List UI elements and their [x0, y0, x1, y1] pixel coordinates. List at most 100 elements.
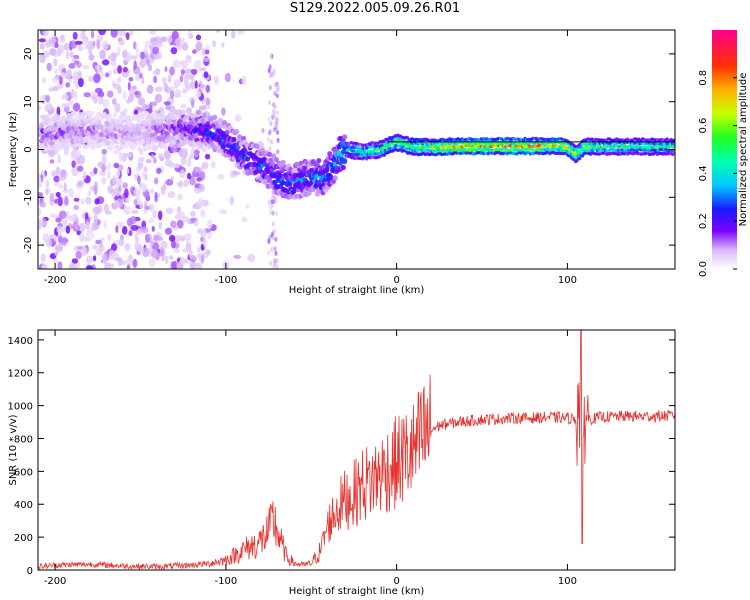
noise-speckle [73, 80, 77, 85]
noise-speckle [71, 214, 78, 219]
noise-speckle [67, 100, 74, 106]
x-tick-label: -100 [215, 576, 238, 587]
noise-speckle [268, 146, 272, 152]
noise-speckle [270, 246, 274, 252]
noise-speckle [202, 57, 211, 62]
y-tick-label: 20 [23, 48, 34, 61]
signal-ridge [191, 142, 197, 148]
noise-speckle [276, 137, 280, 143]
noise-speckle [179, 172, 185, 177]
noise-speckle [85, 220, 90, 231]
noise-speckle [153, 75, 158, 84]
signal-ridge [160, 109, 166, 115]
noise-speckle [165, 179, 174, 186]
noise-speckle [112, 175, 116, 185]
noise-speckle [85, 212, 89, 220]
noise-speckle [135, 53, 141, 58]
noise-speckle [201, 48, 207, 56]
signal-ridge [44, 146, 50, 152]
noise-speckle [77, 44, 83, 52]
noise-speckle [194, 220, 199, 227]
noise-speckle [110, 52, 118, 59]
noise-speckle [138, 97, 145, 106]
noise-speckle [112, 202, 119, 210]
noise-speckle [53, 214, 59, 219]
noise-speckle [182, 180, 190, 187]
noise-speckle [123, 210, 131, 215]
noise-speckle [219, 209, 228, 215]
noise-speckle [170, 220, 177, 228]
noise-speckle [54, 42, 59, 49]
noise-speckle [101, 156, 107, 166]
noise-speckle [137, 175, 141, 184]
noise-speckle [268, 129, 272, 135]
x-axis-label: Height of straight line (km) [289, 586, 425, 597]
signal-ridge [271, 153, 277, 159]
signal-ridge [144, 111, 150, 117]
noise-speckle [80, 246, 88, 256]
noise-speckle [90, 234, 94, 240]
noise-speckle [169, 66, 175, 76]
noise-speckle [98, 30, 106, 36]
noise-speckle [64, 197, 69, 207]
noise-speckle [88, 190, 92, 196]
signal-ridge [85, 110, 91, 117]
noise-speckle [181, 59, 189, 69]
signal-ridge [291, 167, 297, 174]
noise-speckle [125, 32, 130, 41]
noise-speckle [49, 192, 55, 202]
noise-speckle [267, 250, 271, 256]
noise-speckle [176, 219, 184, 229]
noise-speckle [196, 262, 203, 269]
noise-speckle [274, 250, 278, 256]
colorbar-tick-label: 0.4 [698, 165, 709, 181]
noise-speckle [61, 103, 70, 108]
noise-speckle [126, 264, 131, 269]
noise-speckle [69, 51, 74, 58]
noise-speckle [199, 229, 203, 236]
colorbar-tick-label: 0.8 [698, 70, 709, 86]
noise-speckle [271, 114, 275, 120]
noise-speckle [154, 52, 159, 60]
noise-speckle [180, 103, 187, 109]
noise-speckle [101, 164, 106, 173]
noise-speckle [124, 243, 131, 252]
noise-speckle [151, 101, 158, 107]
noise-speckle [153, 177, 159, 185]
signal-ridge [222, 120, 227, 126]
noise-speckle [93, 214, 98, 225]
noise-speckle [212, 40, 216, 48]
noise-speckle [275, 264, 279, 269]
noise-speckle [107, 90, 114, 98]
noise-speckle [112, 98, 117, 105]
noise-speckle [197, 197, 204, 207]
noise-speckle [139, 72, 143, 79]
noise-speckle [202, 229, 206, 234]
noise-speckle [58, 44, 65, 54]
noise-speckle [200, 254, 205, 264]
noise-speckle [94, 198, 100, 205]
noise-speckle [135, 47, 139, 54]
noise-speckle [142, 247, 150, 258]
noise-speckle [274, 210, 278, 216]
noise-speckle [241, 216, 248, 223]
noise-speckle [139, 51, 145, 60]
noise-speckle [101, 176, 107, 185]
noise-speckle [114, 176, 123, 187]
noise-speckle [118, 238, 125, 247]
noise-speckle [39, 53, 46, 64]
signal-ridge [88, 114, 94, 120]
noise-speckle [273, 261, 276, 267]
noise-speckle [148, 217, 154, 224]
noise-speckle [103, 220, 107, 229]
noise-speckle [275, 93, 279, 99]
noise-speckle [170, 261, 174, 269]
noise-speckle [276, 149, 280, 155]
noise-speckle [73, 245, 80, 253]
noise-speckle [118, 152, 123, 162]
noise-speckle [38, 192, 44, 197]
noise-speckle [173, 89, 182, 95]
noise-speckle [229, 195, 235, 206]
noise-speckle [60, 72, 67, 78]
noise-speckle [164, 150, 171, 160]
